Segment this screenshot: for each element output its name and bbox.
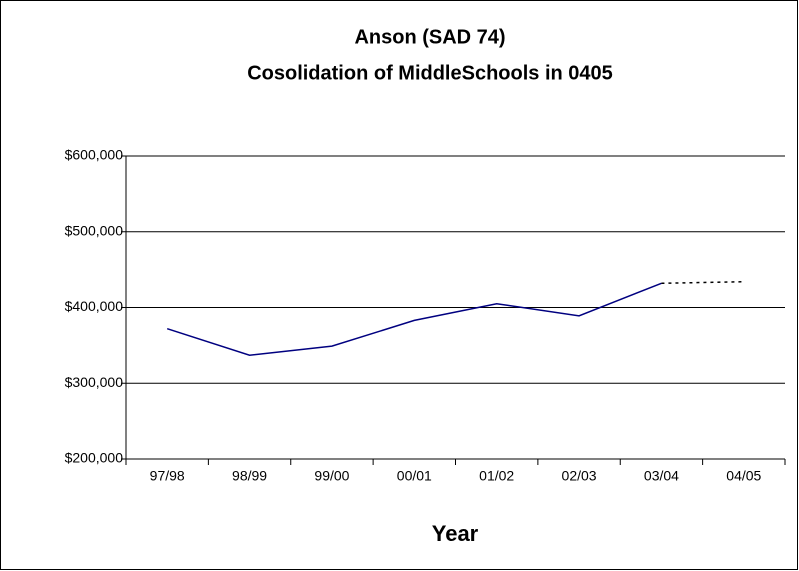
x-tick-label: 03/04 xyxy=(644,468,679,484)
chart-title: Cosolidation of MiddleSchools in 0405 xyxy=(247,62,613,84)
line xyxy=(166,282,662,356)
x-tick-label: 01/02 xyxy=(479,468,514,484)
x-tick-label: 97/98 xyxy=(150,468,185,484)
x-axis-title: Year xyxy=(432,521,479,546)
x-tick-label: 00/01 xyxy=(397,468,432,484)
y-tick-label: $400,000 xyxy=(65,298,124,314)
chart-title: Anson (SAD 74) xyxy=(354,26,505,48)
x-tick-label: 99/00 xyxy=(314,468,349,484)
x-tick-label: 02/03 xyxy=(562,468,597,484)
x-tick-label: 98/99 xyxy=(232,468,267,484)
y-tick-label: $200,000 xyxy=(65,450,124,466)
y-tick-label: $600,000 xyxy=(65,147,124,163)
x-tick-label: 04/05 xyxy=(726,468,761,484)
y-tick-label: $500,000 xyxy=(65,222,124,238)
y-tick-label: $300,000 xyxy=(65,374,124,390)
